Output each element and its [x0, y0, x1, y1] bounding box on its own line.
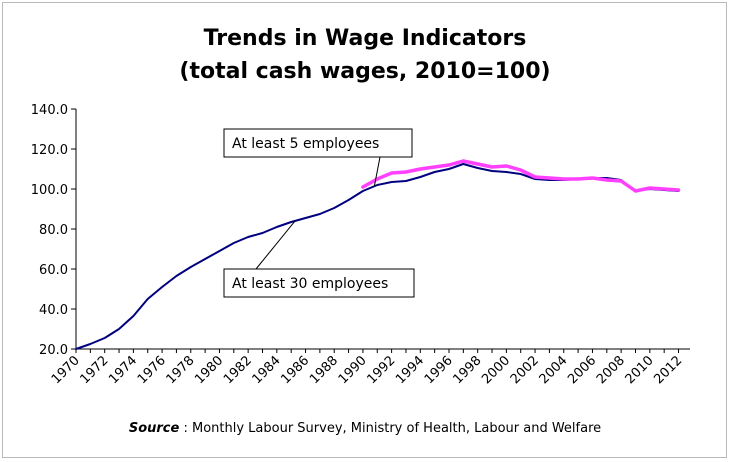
- x-tick-label: 2000: [479, 353, 513, 387]
- y-tick-label: 60.0: [39, 263, 68, 278]
- annotations: At least 5 employees At least 30 employee…: [223, 128, 415, 298]
- x-tick-label: 1996: [422, 353, 456, 387]
- x-tick-label: 1998: [451, 353, 485, 387]
- chart-title: Trends in Wage Indicators: [203, 26, 527, 51]
- x-tick-label: 2008: [594, 353, 628, 387]
- x-tick-label: 1990: [336, 353, 370, 387]
- x-tick-label: 1994: [393, 353, 427, 387]
- x-tick-label: 2004: [537, 353, 571, 387]
- x-tick-label: 1988: [307, 353, 341, 387]
- source-note: Source : Monthly Labour Survey, Ministry…: [0, 421, 730, 436]
- annotation-callout: At least 30 employees: [223, 220, 415, 298]
- annotation-label: At least 5 employees: [232, 136, 379, 152]
- chart-title-block: Trends in Wage Indicators (total cash wa…: [0, 22, 730, 88]
- x-tick-label: 1986: [278, 353, 312, 387]
- y-tick-label: 120.0: [31, 143, 68, 158]
- x-tick-label: 1978: [164, 353, 198, 387]
- x-tick-label: 1974: [106, 353, 140, 387]
- annotation-leader-line: [255, 220, 296, 270]
- x-tick-label: 2002: [508, 353, 542, 387]
- y-tick-label: 140.0: [31, 103, 68, 118]
- source-text: Monthly Labour Survey, Ministry of Healt…: [191, 421, 602, 436]
- series-line-at-least-30-employees: [75, 163, 680, 350]
- annotation-leader-line: [373, 156, 381, 187]
- source-label: Source: [128, 421, 180, 436]
- x-tick-label: 1980: [192, 353, 226, 387]
- x-axis-ticks: 1970197219741976197819801982198419861988…: [49, 349, 685, 387]
- annotation-box: [223, 128, 413, 158]
- x-tick-label: 1992: [364, 353, 398, 387]
- source-separator: :: [179, 421, 192, 436]
- chart-subtitle: (total cash wages, 2010=100): [179, 59, 551, 84]
- y-axis-ticks: 20.0 40.0 60.0 80.0 100.0 120.0 140.0: [31, 103, 76, 358]
- annotation-label: At least 30 employees: [232, 276, 388, 292]
- annotation-box: [223, 268, 415, 298]
- x-tick-label: 1982: [221, 353, 255, 387]
- series-lines: [75, 159, 681, 350]
- x-tick-label: 2012: [651, 353, 685, 387]
- x-tick-label: 1972: [78, 353, 112, 387]
- x-tick-label: 1976: [135, 353, 169, 387]
- series-line-at-least-5-employees: [361, 159, 681, 193]
- x-tick-label: 1984: [250, 353, 284, 387]
- y-tick-label: 80.0: [39, 223, 68, 238]
- y-tick-label: 20.0: [39, 343, 68, 358]
- x-tick-label: 2010: [623, 353, 657, 387]
- annotation-callout: At least 5 employees: [223, 128, 413, 187]
- y-tick-label: 40.0: [39, 303, 68, 318]
- y-tick-label: 100.0: [31, 183, 68, 198]
- x-tick-label: 2006: [565, 353, 599, 387]
- x-tick-label: 1970: [49, 353, 83, 387]
